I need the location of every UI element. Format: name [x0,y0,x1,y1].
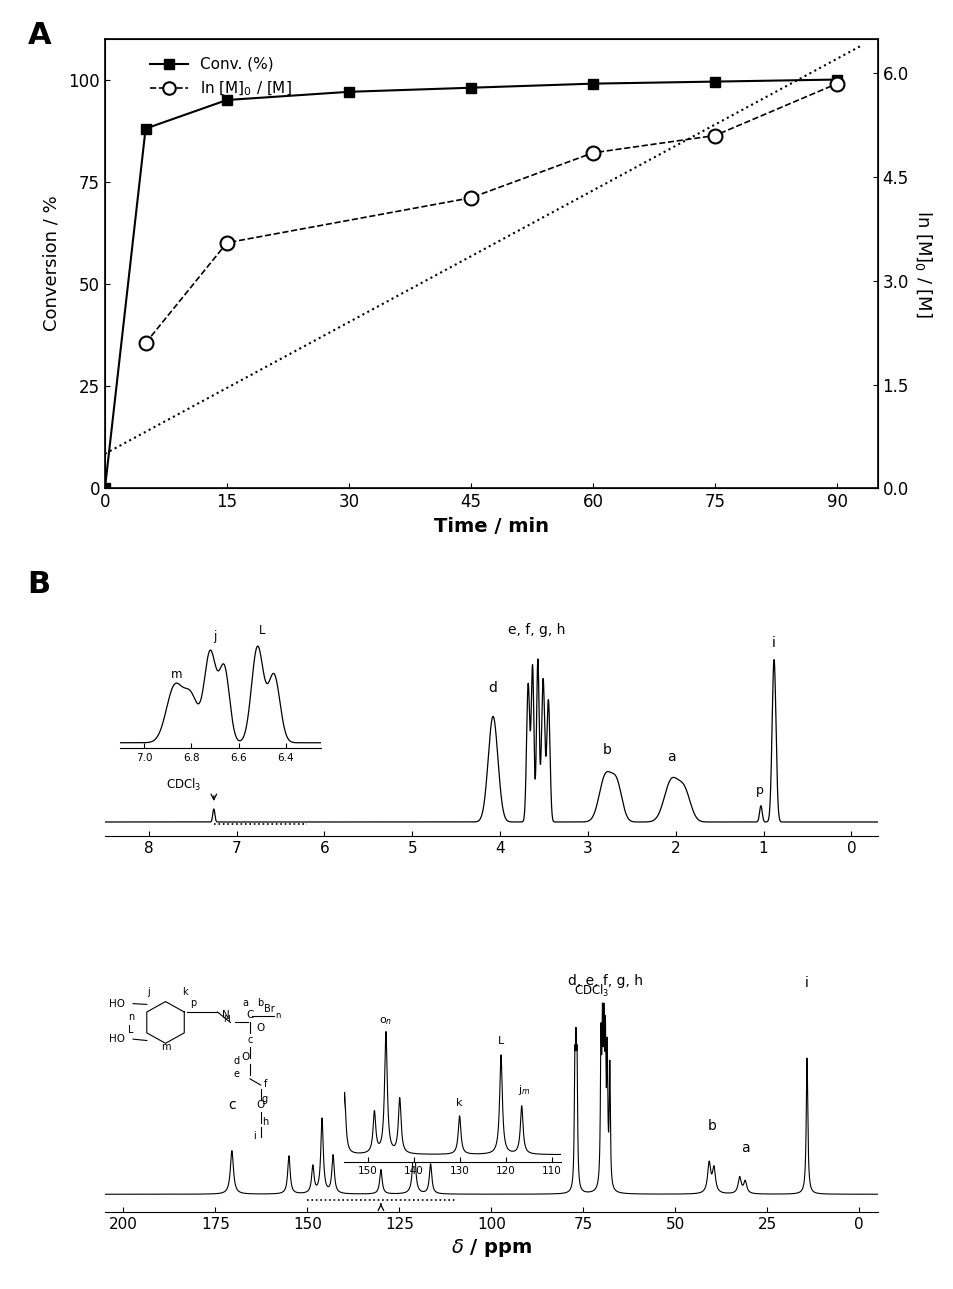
Legend: Conv. (%), ln [M]$_0$ / [M]: Conv. (%), ln [M]$_0$ / [M] [143,50,297,104]
Y-axis label: ln [M]$_0$ / [M]: ln [M]$_0$ / [M] [912,210,933,317]
Text: B: B [28,570,51,599]
Text: CDCl$_3$: CDCl$_3$ [166,777,201,793]
Text: d, e, f, g, h: d, e, f, g, h [567,973,642,987]
Y-axis label: Conversion / %: Conversion / % [42,196,60,331]
Text: i: i [804,976,808,990]
Text: e, f, g, h: e, f, g, h [508,623,565,637]
Text: b: b [707,1119,716,1133]
Text: b: b [602,742,611,757]
X-axis label: $\delta$ / ppm: $\delta$ / ppm [450,1237,532,1259]
Text: a: a [666,750,675,764]
Text: A: A [28,21,51,50]
X-axis label: Time / min: Time / min [434,517,548,536]
Text: CDCl$_3$: CDCl$_3$ [574,982,609,999]
Text: p: p [756,784,763,797]
Text: i: i [771,635,775,650]
Text: a: a [740,1141,749,1155]
Text: c: c [228,1098,235,1111]
Text: d: d [488,681,497,695]
